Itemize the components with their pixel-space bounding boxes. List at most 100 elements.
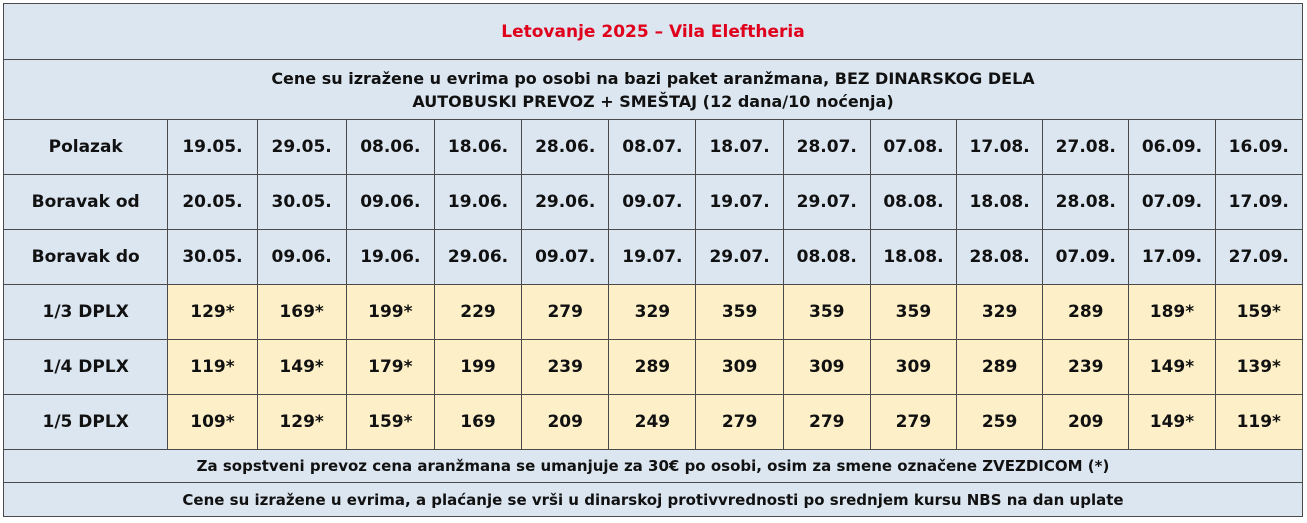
price-cell: 109* <box>167 394 258 450</box>
price-cell: 159* <box>1214 284 1304 340</box>
price-cell: 289 <box>1042 284 1130 340</box>
price-cell: 169* <box>256 284 347 340</box>
price-cell: 359 <box>782 284 871 340</box>
date-cell: 29.07. <box>695 229 784 285</box>
price-cell: 359 <box>695 284 784 340</box>
row-label: 1/4 DPLX <box>2 339 169 395</box>
price-cell: 359 <box>869 284 958 340</box>
price-cell: 209 <box>1042 394 1130 450</box>
date-cell: 08.08. <box>782 229 871 285</box>
price-cell: 329 <box>956 284 1044 340</box>
date-cell: 08.06. <box>345 119 435 175</box>
date-cell: 08.07. <box>608 119 697 175</box>
note-row-payment: Cene su izražene u evrima, a plaćanje se… <box>3 482 1303 517</box>
date-cell: 20.05. <box>167 174 258 230</box>
price-cell: 309 <box>782 339 871 395</box>
row-label: Boravak do <box>2 229 169 285</box>
price-cell: 229 <box>433 284 523 340</box>
date-cell: 09.06. <box>345 174 435 230</box>
table-row: Polazak 19.05. 29.05. 08.06. 18.06. 28.06. 08.… <box>2 119 1304 175</box>
table-row: 1/5 DPLX 109* 129* 159* 169 209 249 279 279 279 25… <box>2 394 1304 450</box>
date-cell: 27.08. <box>1042 119 1130 175</box>
table-row: Boravak do 30.05. 09.06. 19.06. 29.06. 09.07.… <box>2 229 1304 285</box>
date-cell: 08.08. <box>869 174 958 230</box>
price-cell: 209 <box>521 394 610 450</box>
price-cell: 159* <box>345 394 435 450</box>
date-cell: 28.08. <box>1042 174 1130 230</box>
date-cell: 17.08. <box>956 119 1044 175</box>
price-cell: 279 <box>869 394 958 450</box>
price-cell: 119* <box>1214 394 1304 450</box>
date-cell: 06.09. <box>1128 119 1216 175</box>
table-row: 1/4 DPLX 119* 149* 179* 199 239 289 309 309 309 28… <box>2 339 1304 395</box>
price-cell: 129* <box>256 394 347 450</box>
date-cell: 17.09. <box>1214 174 1304 230</box>
table-row: Boravak od 20.05. 30.05. 09.06. 19.06. 29.06.… <box>2 174 1304 230</box>
price-table-wrapper: Letovanje 2025 – Vila Eleftheria Cene su… <box>2 3 1304 517</box>
price-cell: 309 <box>869 339 958 395</box>
subtitle-line-1: Cene su izražene u evrima po osobi na ba… <box>271 68 1035 88</box>
date-cell: 19.07. <box>608 229 697 285</box>
price-table: Letovanje 2025 – Vila Eleftheria Cene su… <box>2 3 1304 517</box>
date-cell: 18.08. <box>869 229 958 285</box>
date-cell: 19.07. <box>695 174 784 230</box>
price-cell: 149* <box>1128 339 1216 395</box>
date-cell: 07.09. <box>1042 229 1130 285</box>
date-cell: 29.05. <box>256 119 347 175</box>
date-cell: 09.07. <box>608 174 697 230</box>
price-cell: 149* <box>1128 394 1216 450</box>
price-cell: 199 <box>433 339 523 395</box>
price-cell: 149* <box>256 339 347 395</box>
subtitle-line-2: AUTOBUSKI PREVOZ + SMEŠTAJ (12 dana/10 n… <box>412 91 894 111</box>
row-label: 1/5 DPLX <box>2 394 169 450</box>
date-cell: 17.09. <box>1128 229 1216 285</box>
price-cell: 279 <box>782 394 871 450</box>
subtitle-row: Cene su izražene u evrima po osobi na ba… <box>3 59 1303 120</box>
price-cell: 249 <box>608 394 697 450</box>
title-row: Letovanje 2025 – Vila Eleftheria <box>3 3 1303 60</box>
price-cell: 169 <box>433 394 523 450</box>
date-cell: 29.07. <box>782 174 871 230</box>
price-cell: 289 <box>956 339 1044 395</box>
price-cell: 189* <box>1128 284 1216 340</box>
price-cell: 139* <box>1214 339 1304 395</box>
date-cell: 27.09. <box>1214 229 1304 285</box>
row-label: 1/3 DPLX <box>2 284 169 340</box>
date-cell: 07.08. <box>869 119 958 175</box>
price-cell: 179* <box>345 339 435 395</box>
date-cell: 18.07. <box>695 119 784 175</box>
date-cell: 19.06. <box>345 229 435 285</box>
date-cell: 29.06. <box>521 174 610 230</box>
date-cell: 28.07. <box>782 119 871 175</box>
date-cell: 16.09. <box>1214 119 1304 175</box>
date-cell: 28.08. <box>956 229 1044 285</box>
date-cell: 30.05. <box>167 229 258 285</box>
price-cell: 129* <box>167 284 258 340</box>
table-subtitle: Cene su izražene u evrima po osobi na ba… <box>3 59 1303 120</box>
price-cell: 239 <box>521 339 610 395</box>
price-cell: 309 <box>695 339 784 395</box>
note-own-transport: Za sopstveni prevoz cena aranžmana se um… <box>3 449 1303 483</box>
date-cell: 09.07. <box>521 229 610 285</box>
date-cell: 19.06. <box>433 174 523 230</box>
date-cell: 09.06. <box>256 229 347 285</box>
price-cell: 329 <box>608 284 697 340</box>
table-title: Letovanje 2025 – Vila Eleftheria <box>3 3 1303 60</box>
table-row: 1/3 DPLX 129* 169* 199* 229 279 329 359 359 359 32… <box>2 284 1304 340</box>
price-cell: 119* <box>167 339 258 395</box>
price-cell: 239 <box>1042 339 1130 395</box>
note-payment: Cene su izražene u evrima, a plaćanje se… <box>3 482 1303 517</box>
price-cell: 279 <box>521 284 610 340</box>
price-cell: 279 <box>695 394 784 450</box>
row-label: Polazak <box>2 119 169 175</box>
date-cell: 19.05. <box>167 119 258 175</box>
date-cell: 07.09. <box>1128 174 1216 230</box>
price-cell: 289 <box>608 339 697 395</box>
date-cell: 18.06. <box>433 119 523 175</box>
date-cell: 30.05. <box>256 174 347 230</box>
price-cell: 199* <box>345 284 435 340</box>
note-row-own-transport: Za sopstveni prevoz cena aranžmana se um… <box>3 449 1303 483</box>
row-label: Boravak od <box>2 174 169 230</box>
date-cell: 18.08. <box>956 174 1044 230</box>
date-cell: 29.06. <box>433 229 523 285</box>
